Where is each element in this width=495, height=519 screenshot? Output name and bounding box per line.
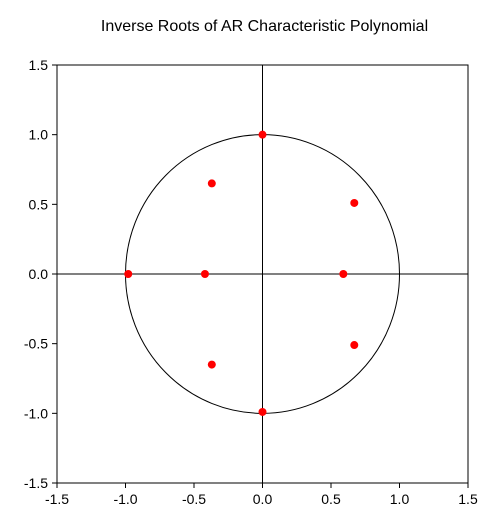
- axes-layer: [57, 65, 468, 483]
- y-tick-label: -0.5: [24, 336, 48, 352]
- y-tick-label: 0.0: [29, 266, 49, 282]
- x-tick-label: 0.5: [321, 491, 341, 507]
- x-tick-label: -0.5: [182, 491, 206, 507]
- points-layer: [124, 130, 359, 416]
- tick-labels: -1.5 -1.0 -0.5 0.0 0.5 1.0 1.5 1.5 1.0 0.5 0.0 -0.5…: [24, 57, 478, 507]
- y-tick-label: 1.5: [29, 57, 49, 73]
- inverse-root-point: [200, 270, 209, 278]
- inverse-root-point: [350, 198, 359, 207]
- inverse-root-point: [339, 270, 348, 278]
- inverse-root-point: [207, 360, 216, 369]
- y-tick-label: 1.0: [29, 127, 49, 143]
- y-tick-label: -1.0: [24, 405, 48, 421]
- chart-title: Inverse Roots of AR Characteristic Polyn…: [100, 18, 429, 35]
- inverse-root-point: [207, 179, 216, 188]
- ticks-layer: [52, 64, 469, 488]
- y-tick-label: -1.5: [24, 475, 48, 491]
- x-tick-label: 0.0: [253, 491, 273, 507]
- x-tick-label: -1.5: [45, 491, 69, 507]
- x-tick-label: 1.0: [390, 491, 410, 507]
- inverse-root-point: [258, 130, 267, 139]
- y-tick-label: 0.5: [29, 196, 49, 212]
- inverse-root-point: [350, 341, 359, 350]
- x-tick-label: -1.0: [113, 491, 137, 507]
- inverse-root-point: [258, 407, 267, 416]
- x-tick-label: 1.5: [458, 491, 478, 507]
- inverse-root-point: [124, 270, 133, 278]
